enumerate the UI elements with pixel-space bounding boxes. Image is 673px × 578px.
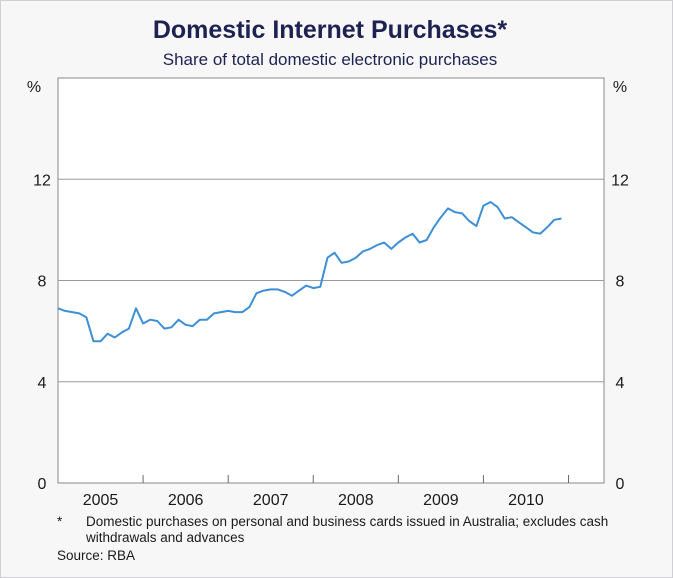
y-tick-label-left: 4 bbox=[38, 375, 47, 392]
y-axis-label-left: % bbox=[27, 79, 41, 96]
y-tick-label-right: 8 bbox=[616, 274, 625, 291]
y-tick-label-left: 12 bbox=[33, 172, 51, 189]
footnote-marker: * bbox=[57, 514, 63, 529]
x-tick-label: 2009 bbox=[423, 492, 459, 509]
y-tick-label-right: 4 bbox=[616, 375, 625, 392]
y-tick-label-right: 12 bbox=[611, 172, 629, 189]
y-tick-label-left: 8 bbox=[38, 274, 47, 291]
footnote-text: Domestic purchases on personal and busin… bbox=[86, 514, 609, 545]
x-tick-label: 2005 bbox=[83, 492, 119, 509]
x-tick-label: 2008 bbox=[338, 492, 374, 509]
x-tick-label: 2007 bbox=[253, 492, 289, 509]
chart-title: Domestic Internet Purchases* bbox=[153, 16, 508, 44]
chart-subtitle: Share of total domestic electronic purch… bbox=[163, 50, 498, 69]
y-tick-label-left: 0 bbox=[38, 476, 47, 493]
x-tick-label: 2010 bbox=[508, 492, 544, 509]
y-tick-label-right: 0 bbox=[616, 476, 625, 493]
x-tick-label: 2006 bbox=[168, 492, 204, 509]
source-note: Source: RBA bbox=[57, 548, 136, 563]
y-axis-label-right: % bbox=[613, 79, 627, 96]
series-line bbox=[57, 201, 562, 343]
